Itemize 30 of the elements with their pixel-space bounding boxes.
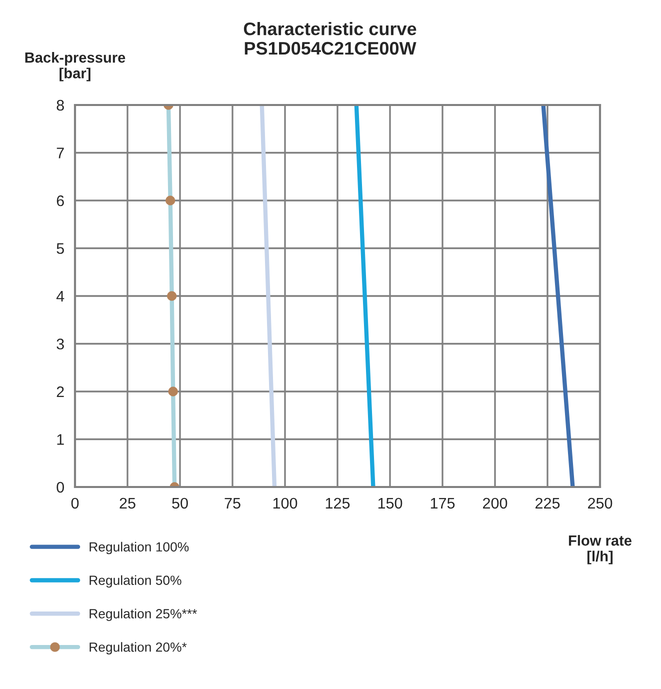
point bbox=[166, 291, 177, 301]
x-tick-label: 175 bbox=[430, 498, 455, 509]
y-axis-title: Back-pressure [bar] bbox=[25, 52, 126, 82]
x-tick-label: 100 bbox=[273, 498, 298, 509]
y-tick-label: 6 bbox=[56, 195, 64, 206]
legend-label: Regulation 20%* bbox=[90, 642, 187, 654]
legend-label: Regulation 50% bbox=[90, 575, 182, 588]
x-tick-label: 0 bbox=[71, 498, 79, 509]
y-tick-label: 7 bbox=[56, 148, 64, 158]
chart-title: Characteristic curve PS1D054C21CE00W bbox=[244, 22, 416, 55]
y-tick-label: 4 bbox=[56, 291, 64, 302]
x-tick-label: 250 bbox=[588, 498, 612, 509]
y-tick-label: 2 bbox=[56, 386, 64, 398]
point bbox=[165, 196, 176, 206]
x-tick-label: 225 bbox=[536, 498, 560, 509]
y-tick-label: 5 bbox=[56, 243, 64, 254]
point bbox=[168, 386, 178, 396]
x-tick-label: 150 bbox=[378, 498, 402, 509]
y-tick-label: 0 bbox=[56, 482, 64, 493]
x-tick-label: 50 bbox=[172, 498, 188, 509]
y-tick-label: 3 bbox=[56, 338, 64, 350]
y-tick-label: 8 bbox=[56, 100, 64, 111]
x-tick-label: 75 bbox=[224, 498, 240, 509]
x-tick-label: 200 bbox=[483, 498, 508, 509]
legend-label: Regulation 25%*** bbox=[90, 608, 197, 621]
legend-label: Regulation 100% bbox=[90, 542, 189, 554]
x-tick-label: 25 bbox=[120, 498, 136, 509]
x-tick-label: 125 bbox=[326, 498, 350, 509]
y-tick-label: 1 bbox=[57, 434, 64, 445]
x-axis-title: Flow rate [l/h] bbox=[568, 535, 632, 564]
